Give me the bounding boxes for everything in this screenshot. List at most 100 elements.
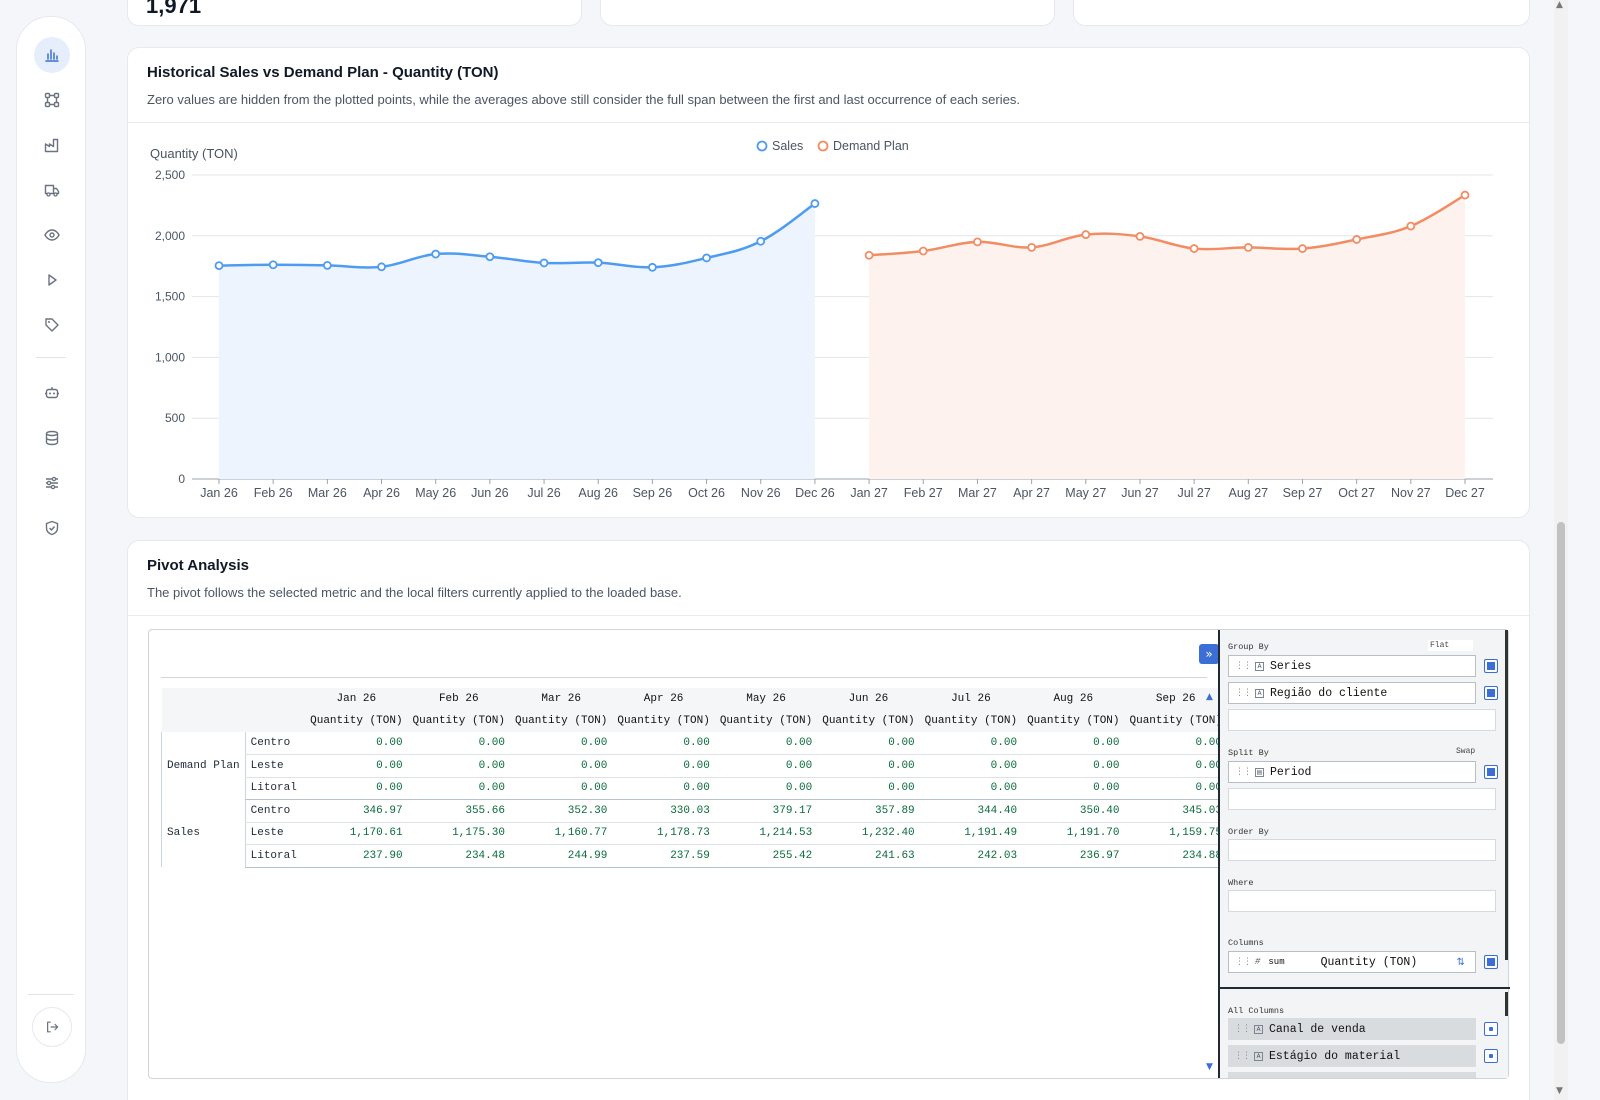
demand-plan-point[interactable] [1406,221,1416,231]
sort-icon[interactable]: ⇅ [1456,956,1465,968]
demand-plan-point[interactable] [864,250,874,260]
pivot-column-header[interactable]: Apr 26 [612,688,715,710]
demand-plan-point[interactable] [1189,244,1199,253]
split-by-dropzone[interactable] [1228,788,1496,810]
pivot-column-header[interactable]: Sep 26 [1124,688,1227,710]
scroll-up-arrow[interactable]: ▲ [1206,692,1213,702]
sales-point[interactable] [485,252,495,262]
sales-point[interactable] [539,258,549,268]
pivot-measure-header[interactable]: Quantity (TON) [1022,710,1125,732]
pivot-row-header[interactable]: Leste [244,754,306,778]
sidebar-item-play[interactable] [34,262,70,298]
demand-plan-point[interactable] [1027,242,1037,252]
page-scrollbar[interactable]: ▲ ▼ [1554,0,1568,1100]
scroll-up-arrow[interactable]: ▲ [1556,0,1563,10]
group-by-checkbox[interactable] [1484,686,1498,700]
pivot-row-header[interactable]: Leste [244,822,306,845]
sales-point[interactable] [377,262,386,272]
group-by-dropzone[interactable] [1228,709,1496,731]
pivot-measure-header[interactable]: Quantity (TON) [305,710,408,732]
pivot-column-header[interactable]: Jun 26 [817,688,920,710]
sidebar-item-network[interactable] [34,82,70,118]
pivot-column-header[interactable]: Jul 26 [919,688,1023,710]
demand-plan-point[interactable] [918,246,928,256]
pivot-row-group[interactable]: Sales [161,799,246,867]
pivot-column-header[interactable]: Jan 26 [305,688,408,710]
split-by-checkbox[interactable] [1484,765,1498,779]
pivot-row-header[interactable]: Centro [244,732,306,755]
legend-item[interactable]: Demand Plan [817,139,909,153]
pivot-column-header[interactable]: Feb 26 [407,688,510,710]
sales-point[interactable] [431,249,441,259]
group-by-field[interactable]: ⋮⋮ A Região do cliente [1228,682,1476,704]
pivot-column-header[interactable]: May 26 [714,688,818,710]
drag-handle-icon[interactable]: ⋮⋮ [1235,688,1252,698]
where-dropzone[interactable] [1228,890,1496,912]
sales-point[interactable] [593,258,603,268]
sidebar-item-factory[interactable] [34,127,70,163]
sidebar-item-tag[interactable] [34,307,70,343]
sidebar-item-database[interactable] [34,420,70,456]
legend-item[interactable]: Sales [756,139,804,153]
demand-plan-point[interactable] [1135,232,1145,241]
order-by-dropzone[interactable] [1228,839,1496,861]
pivot-column-header[interactable]: Aug 26 [1022,688,1125,710]
config-scrollbar[interactable] [1505,992,1508,1016]
page-scroll-thumb[interactable] [1557,522,1565,1044]
demand-plan-point[interactable] [1460,190,1470,200]
scroll-down-arrow[interactable]: ▼ [1206,1062,1213,1072]
demand-plan-point[interactable] [1081,230,1091,239]
available-column-checkbox[interactable] [1484,1049,1498,1063]
pivot-row-group[interactable]: Demand Plan [161,732,246,800]
pivot-row-header[interactable]: Centro [244,799,306,823]
available-column[interactable] [1228,1072,1476,1078]
sidebar-item-bar-chart[interactable] [34,37,70,73]
sidebar-item-eye[interactable] [34,217,70,253]
pivot-measure-header[interactable]: Quantity (TON) [612,710,715,732]
demand-plan-point[interactable] [1298,244,1307,253]
demand-plan-point[interactable] [973,237,982,247]
demand-plan-point[interactable] [1352,235,1362,244]
drag-handle-icon[interactable]: ⋮⋮ [1234,1024,1251,1034]
pivot-measure-header[interactable]: Quantity (TON) [714,710,818,732]
swap-button[interactable]: Swap [1456,747,1476,756]
drag-handle-icon[interactable]: ⋮⋮ [1235,767,1252,777]
pivot-measure-header[interactable]: Quantity (TON) [919,710,1023,732]
drag-handle-icon[interactable]: ⋮⋮ [1235,957,1252,967]
available-column-checkbox[interactable] [1484,1022,1498,1036]
sales-point[interactable] [214,261,224,270]
pivot-column-header[interactable]: Mar 26 [509,688,613,710]
sales-point[interactable] [268,260,278,270]
pivot-row-header[interactable]: Litoral [244,777,306,800]
demand-plan-point[interactable] [1243,242,1253,252]
sidebar-item-robot[interactable] [34,375,70,411]
column-field[interactable]: ⋮⋮ # sum Quantity (TON) ⇅ [1228,951,1476,973]
group-by-checkbox[interactable] [1484,659,1498,673]
pivot-measure-header[interactable]: Quantity (TON) [407,710,510,732]
config-scrollbar[interactable] [1505,630,1508,960]
pivot-row-header[interactable]: Litoral [244,844,306,868]
available-column[interactable]: ⋮⋮ A Estágio do material [1228,1045,1476,1067]
pivot-measure-header[interactable]: Quantity (TON) [509,710,613,732]
column-aggregate[interactable]: sum [1268,957,1285,967]
sales-point[interactable] [702,253,711,263]
sidebar-item-shield-check[interactable] [34,510,70,546]
sidebar-item-sliders[interactable] [34,465,70,501]
group-by-field[interactable]: ⋮⋮ A Series [1228,655,1476,677]
sales-point[interactable] [810,199,820,208]
drag-handle-icon[interactable]: ⋮⋮ [1235,661,1252,671]
logout-button[interactable] [32,1007,72,1047]
sales-point[interactable] [756,236,766,246]
available-column[interactable]: ⋮⋮ A Canal de venda [1228,1018,1476,1040]
sidebar-item-truck[interactable] [34,172,70,208]
pivot-measure-header[interactable]: Quantity (TON) [817,710,920,732]
scroll-down-arrow[interactable]: ▼ [1556,1086,1563,1096]
split-by-field[interactable]: ⋮⋮ ▤ Period [1228,761,1476,783]
drag-handle-icon[interactable]: ⋮⋮ [1234,1051,1251,1061]
expand-config-button[interactable]: » [1199,644,1219,664]
column-checkbox[interactable] [1484,955,1498,969]
pivot-measure-header[interactable]: Quantity (TON) [1124,710,1227,732]
sales-point[interactable] [322,260,332,270]
flat-toggle[interactable]: Flat [1428,640,1474,651]
sales-point[interactable] [647,262,657,272]
